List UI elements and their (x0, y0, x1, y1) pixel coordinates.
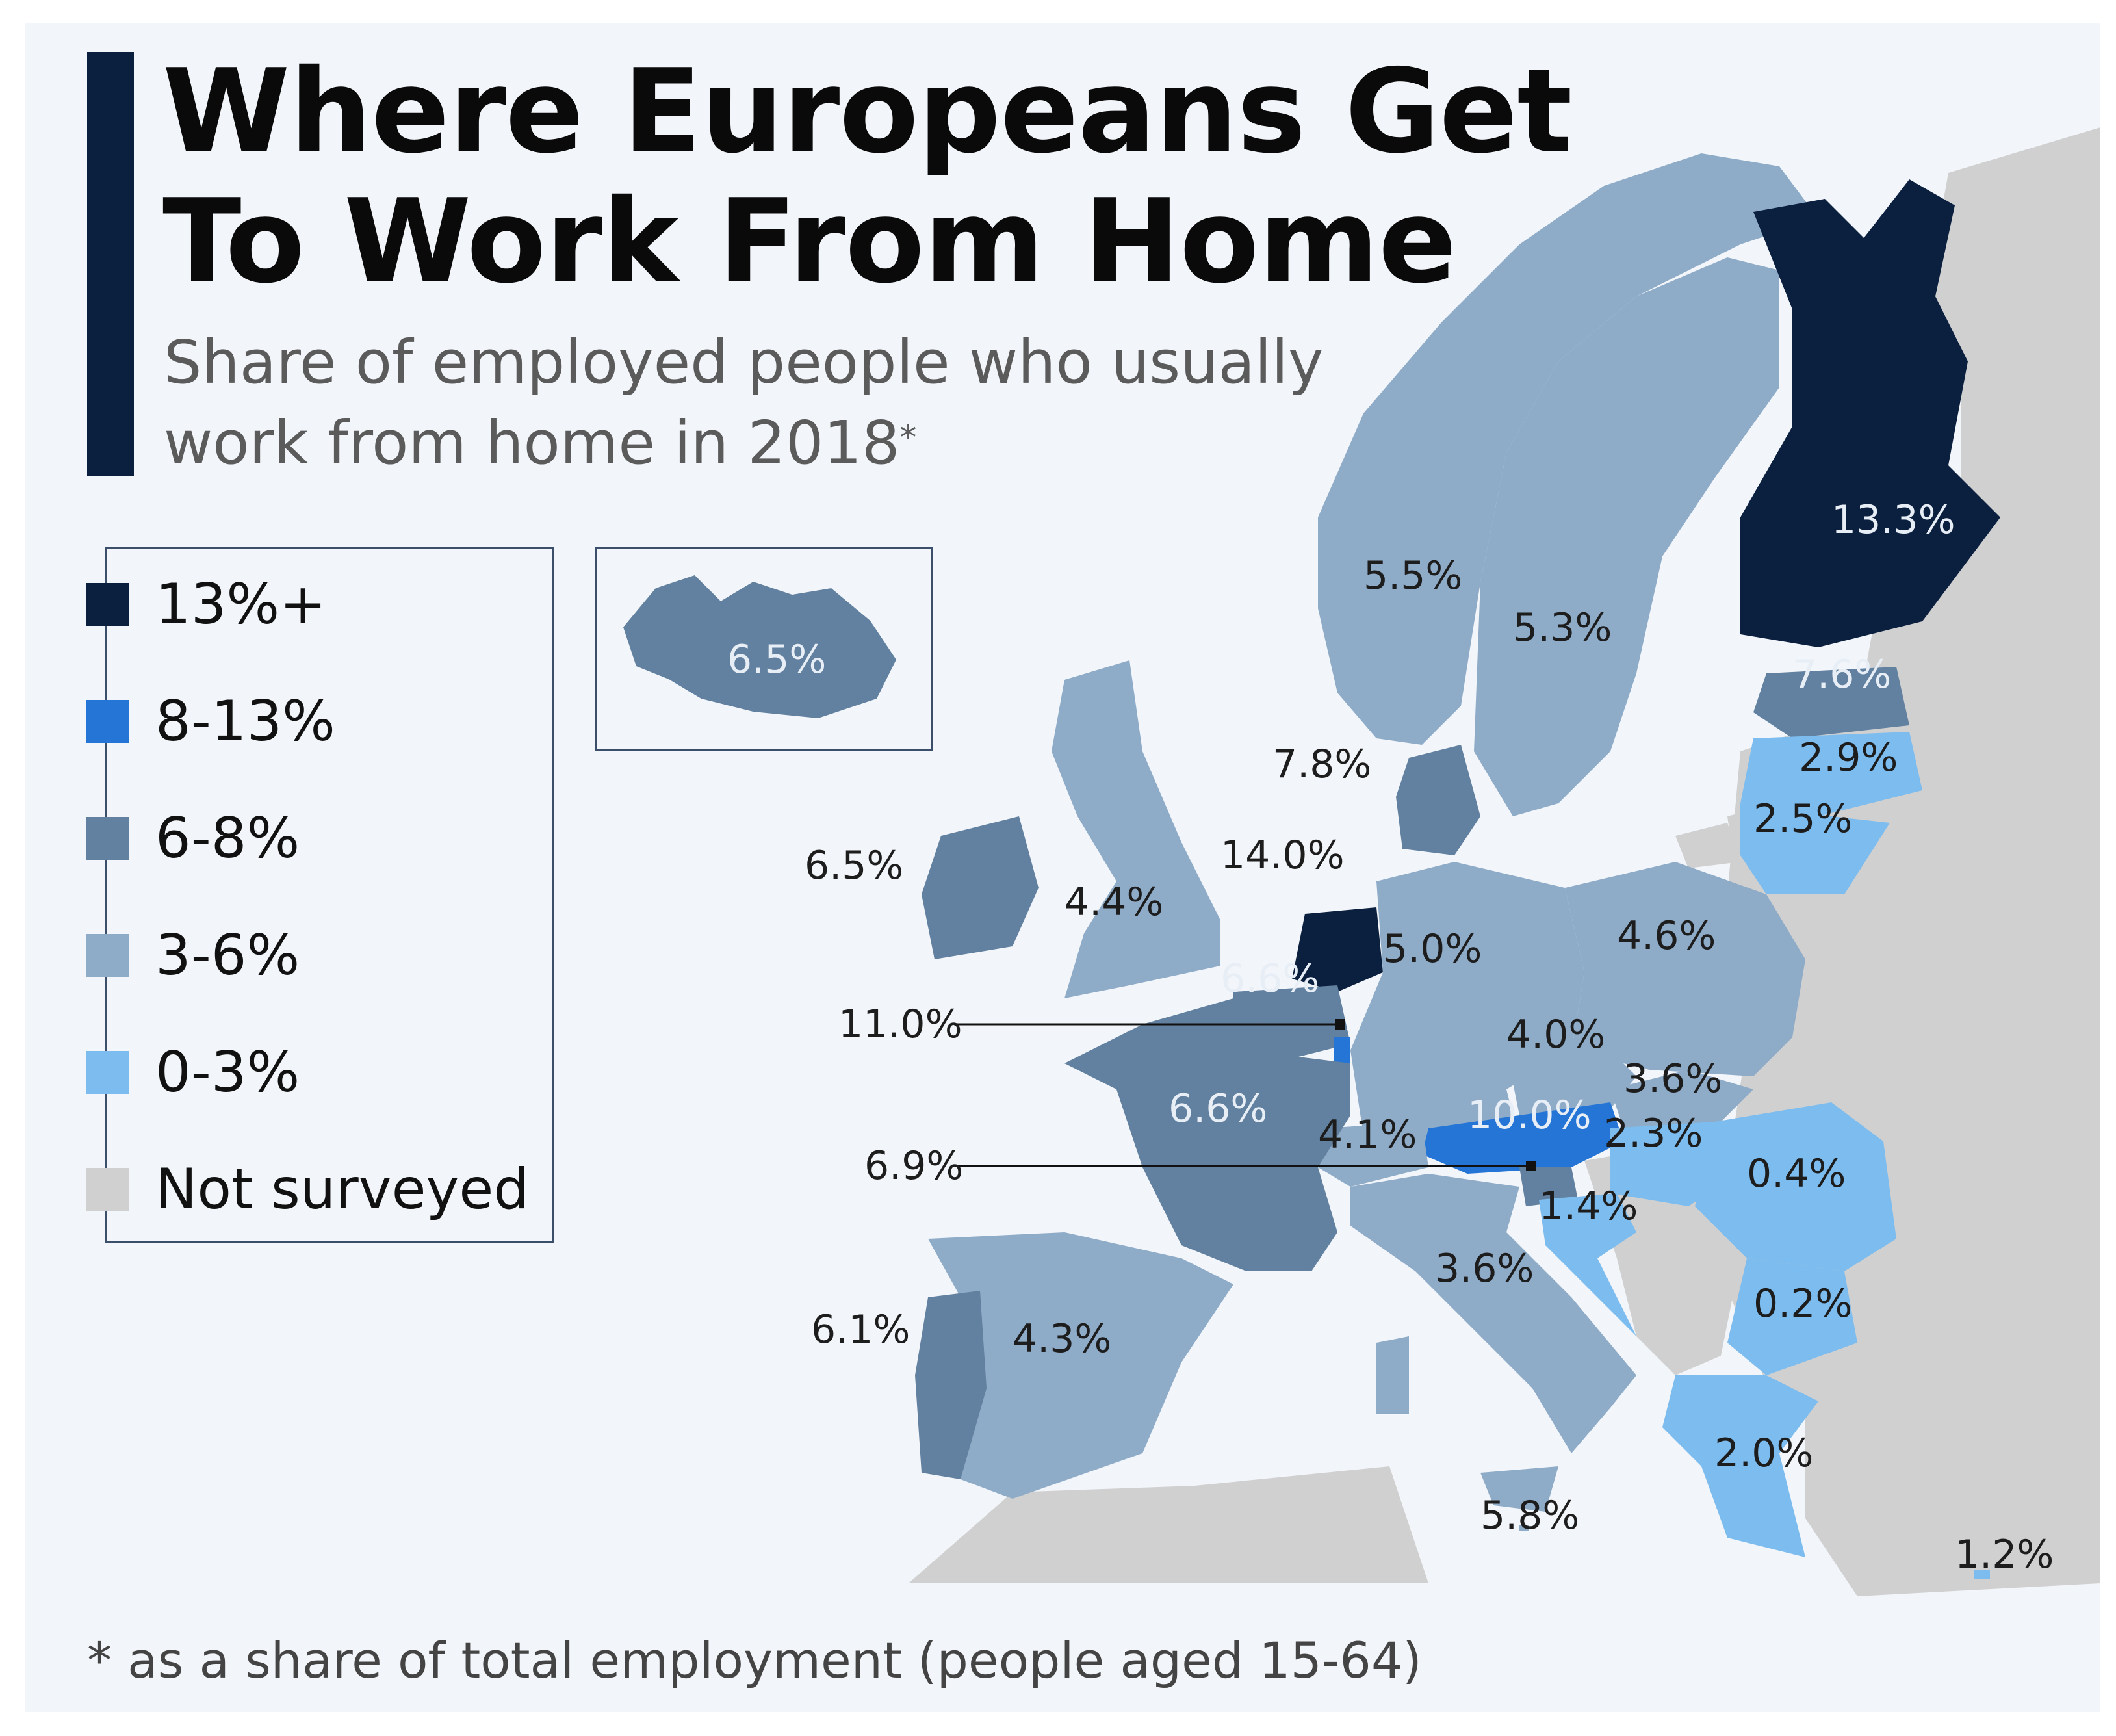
label-france: 6.6% (1168, 1086, 1267, 1132)
region-romania (1695, 1102, 1896, 1271)
legend-item-6-8: 6-8% (86, 806, 300, 871)
legend-item-8-13: 8-13% (86, 689, 335, 754)
label-sweden: 5.3% (1513, 605, 1612, 651)
region-kaliningrad (1675, 823, 1740, 868)
label-malta: 5.8% (1480, 1493, 1579, 1538)
leader-dot-luxembourg (1335, 1019, 1345, 1030)
region-turkey (1805, 1362, 2100, 1596)
footnote: * as a share of total employment (people… (87, 1631, 1422, 1689)
iceland-inset-map: 6.5% (623, 575, 896, 718)
region-switzerland (1318, 1122, 1428, 1187)
label-croatia: 1.4% (1539, 1184, 1638, 1229)
region-greece (1662, 1375, 1818, 1557)
label-poland: 4.6% (1617, 913, 1716, 959)
region-croatia (1539, 1193, 1636, 1336)
label-slovakia: 3.6% (1623, 1056, 1722, 1102)
label-bulgaria: 0.2% (1753, 1281, 1852, 1327)
leader-dot-slovenia (1526, 1161, 1536, 1171)
region-france (1064, 998, 1350, 1271)
label-hungary: 2.3% (1604, 1111, 1703, 1156)
subtitle-line-1: Share of employed people who usually (164, 328, 1324, 397)
iceland-inset: 6.5% (595, 547, 933, 751)
label-uk: 4.4% (1064, 879, 1163, 925)
legend-label: Not surveyed (155, 1157, 529, 1222)
label-czechia: 4.0% (1506, 1012, 1605, 1057)
map-legend: 13%+ 8-13% 6-8% 3-6% 0-3% Not surveyed (86, 547, 554, 1243)
region-sweden (1474, 257, 1779, 816)
region-poland (1565, 862, 1805, 1076)
label-cyprus: 1.2% (1955, 1532, 2054, 1577)
page-title-line-1: Where Europeans Get (162, 44, 1572, 179)
legend-swatch (86, 1168, 129, 1211)
region-germany (1350, 862, 1584, 1154)
legend-label: 0-3% (155, 1040, 300, 1105)
legend-item-3-6: 3-6% (86, 923, 300, 988)
region-spain (928, 1232, 1233, 1499)
legend-swatch (86, 583, 129, 626)
label-iceland: 6.5% (727, 637, 826, 682)
region-slovenia (1519, 1167, 1578, 1206)
region-estonia (1753, 667, 1909, 738)
legend-item-13-plus: 13%+ (86, 572, 326, 637)
region-latvia (1740, 732, 1922, 816)
label-luxembourg: 11.0% (838, 1002, 962, 1047)
region-ireland (922, 816, 1039, 959)
europe-map: 13.3% 5.5% 5.3% 7.6% 2.9% 2.5% 7.8% 14.0… (805, 127, 2100, 1596)
legend-label: 8-13% (155, 689, 335, 754)
region-finland (1740, 179, 2000, 647)
region-sardinia (1376, 1336, 1409, 1414)
legend-label: 3-6% (155, 923, 300, 988)
label-estonia: 7.6% (1792, 652, 1891, 697)
label-italy: 3.6% (1435, 1246, 1534, 1291)
page-title-line-2: To Work From Home (162, 174, 1457, 309)
region-netherlands (1292, 907, 1383, 992)
region-portugal (915, 1291, 987, 1479)
subtitle-line-2: work from home in 2018* (164, 404, 917, 482)
label-norway: 5.5% (1363, 553, 1462, 599)
label-netherlands: 14.0% (1220, 833, 1345, 878)
legend-swatch (86, 934, 129, 977)
label-finland: 13.3% (1831, 497, 1955, 543)
region-austria (1422, 1102, 1623, 1174)
region-lithuania (1740, 803, 1890, 894)
region-sicily (1480, 1466, 1558, 1512)
region-denmark (1396, 745, 1480, 855)
region-iceland (623, 575, 896, 718)
region-cyprus (1974, 1570, 1990, 1579)
region-bulgaria (1727, 1258, 1857, 1375)
region-norway (1318, 153, 1818, 745)
label-belgium: 6.6% (1220, 956, 1319, 1002)
label-lithuania: 2.5% (1753, 796, 1852, 842)
region-italy (1350, 1174, 1636, 1453)
legend-item-not-surveyed: Not surveyed (86, 1157, 529, 1222)
legend-label: 13%+ (155, 572, 327, 637)
region-uk (1052, 660, 1220, 998)
legend-swatch (86, 817, 129, 860)
label-latvia: 2.9% (1799, 735, 1898, 781)
title-accent-bar (87, 52, 134, 476)
region-luxembourg (1334, 1037, 1350, 1063)
label-romania: 0.4% (1747, 1151, 1846, 1197)
region-north-africa (909, 1466, 1428, 1583)
label-switzerland: 4.1% (1318, 1112, 1417, 1158)
infographic-card: 13.3% 5.5% 5.3% 7.6% 2.9% 2.5% 7.8% 14.0… (25, 23, 2100, 1712)
label-portugal: 6.1% (811, 1307, 910, 1353)
label-slovenia: 6.9% (864, 1143, 963, 1189)
region-malta (1519, 1525, 1529, 1531)
label-ireland: 6.5% (805, 843, 903, 888)
subtitle-footnote-mark: * (899, 419, 917, 458)
region-slovakia (1610, 1070, 1753, 1128)
legend-swatch (86, 1051, 129, 1094)
legend-label: 6-8% (155, 806, 300, 871)
subtitle-line-2-text: work from home in 2018 (164, 408, 900, 478)
label-germany: 5.0% (1383, 926, 1482, 972)
label-austria: 10.0% (1467, 1093, 1592, 1138)
legend-item-0-3: 0-3% (86, 1040, 300, 1105)
region-czechia (1506, 1037, 1636, 1115)
label-greece: 2.0% (1714, 1431, 1813, 1476)
legend-swatch (86, 700, 129, 743)
label-denmark: 7.8% (1272, 742, 1371, 787)
label-spain: 4.3% (1013, 1316, 1111, 1362)
